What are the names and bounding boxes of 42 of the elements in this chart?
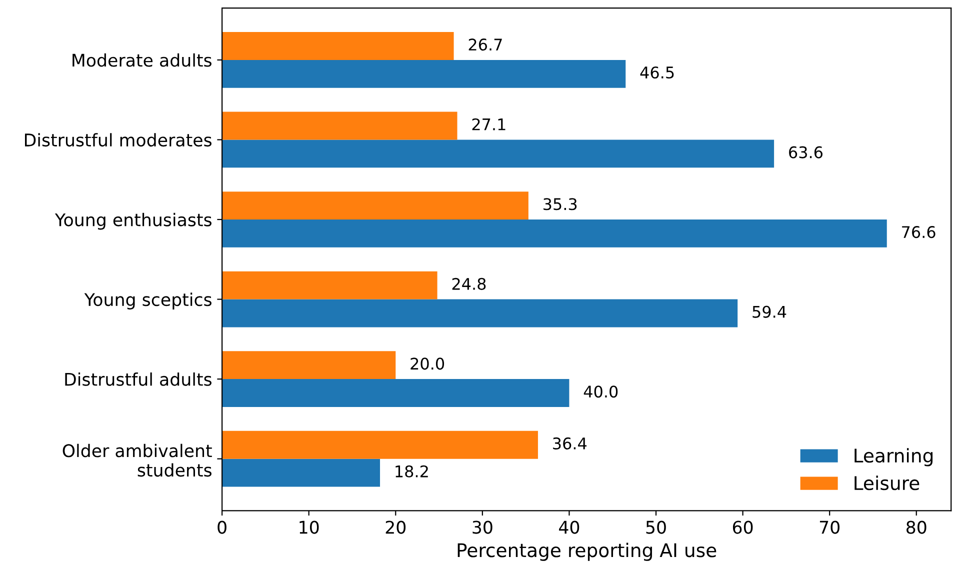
data-label: 36.4 [553,437,587,450]
bar [222,430,538,459]
bar [222,60,626,88]
bar [222,220,887,248]
x-tick-label: 10 [300,520,319,534]
bar [222,192,528,220]
x-tick-label: 20 [386,520,406,534]
x-tick-label: 50 [646,520,666,534]
y-tick-label: Distrustful moderates [25,133,212,147]
x-tick-label: 30 [472,520,492,534]
y-tick-label: Young sceptics [84,292,212,310]
bar [222,112,458,140]
data-label: 59.4 [752,306,786,318]
x-tick-label: 70 [820,520,840,534]
bar [222,140,774,168]
bar [222,32,454,60]
x-tick-label: 0 [218,520,226,534]
data-label: 27.1 [472,118,506,130]
x-axis-title: Percentage reporting AI use [458,542,716,561]
data-label: 20.0 [410,358,444,370]
y-tick-label: Moderate adults [72,53,212,67]
bar [222,379,570,407]
data-label: 35.3 [544,198,577,210]
bar [222,351,396,380]
data-label: 76.6 [902,226,936,238]
y-tick-label: Distrustful adults [65,372,212,386]
x-tick-label: 80 [906,520,926,534]
data-label: 26.7 [468,38,502,51]
bar [222,299,738,328]
y-tick-label: Older ambivalent students [62,444,212,477]
data-label: 46.5 [640,66,674,79]
data-label: 63.6 [789,146,822,158]
data-label: 40.0 [584,386,618,398]
bar [222,458,380,487]
legend-label: Learning [854,448,933,466]
legend-label: Leisure [854,476,920,490]
x-tick-label: 40 [559,520,580,534]
x-tick-label: 60 [732,520,753,534]
y-tick-label: Young enthusiasts [54,212,212,230]
data-label: 24.8 [452,278,486,290]
data-label: 18.2 [396,465,428,478]
bar [222,271,438,300]
